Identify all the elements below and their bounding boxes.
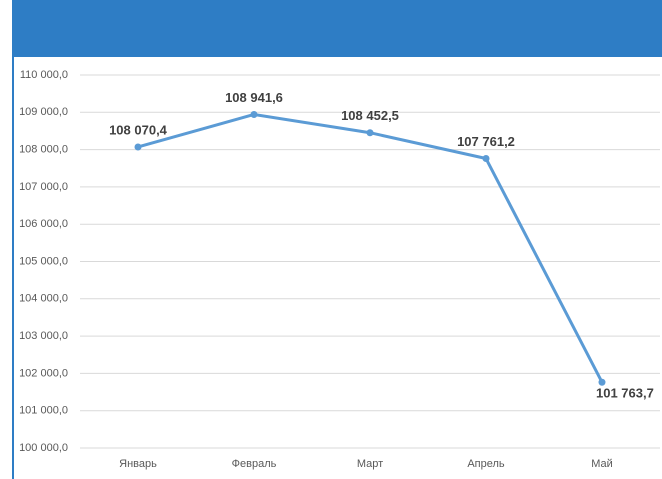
y-tick-label: 106 000,0 [19,218,68,230]
point [366,129,374,137]
value-label: 108 941,6 [225,90,283,105]
x-tick-label: Май [591,458,613,470]
line [137,112,604,383]
y-tick-label: 110 000,0 [20,69,68,81]
y-tick-label: 107 000,0 [19,181,68,193]
y-tick-label: 102 000,0 [19,367,68,379]
value-label: 107 761,2 [457,134,515,149]
x-tick-label: Март [357,458,383,470]
value-label: 101 763,7 [596,386,654,401]
point [134,143,142,151]
x-tick-label: Январь [119,458,157,470]
x-tick-label: Февраль [232,458,277,470]
point [250,110,258,118]
header-band [14,0,662,57]
y-tick-label: 103 000,0 [19,330,68,342]
value-label: 108 070,4 [109,122,168,137]
y-tick-label: 101 000,0 [19,405,68,417]
y-tick-label: 109 000,0 [19,106,68,118]
point [482,155,490,163]
y-tick-label: 108 000,0 [19,144,68,156]
point [598,378,606,386]
value-label: 108 452,5 [341,108,399,123]
left-border [12,0,14,479]
x-tick-label: Апрель [467,458,505,470]
y-tick-label: 105 000,0 [19,255,68,267]
y-tick-label: 104 000,0 [19,293,68,305]
y-tick-label: 100 000,0 [19,442,68,454]
